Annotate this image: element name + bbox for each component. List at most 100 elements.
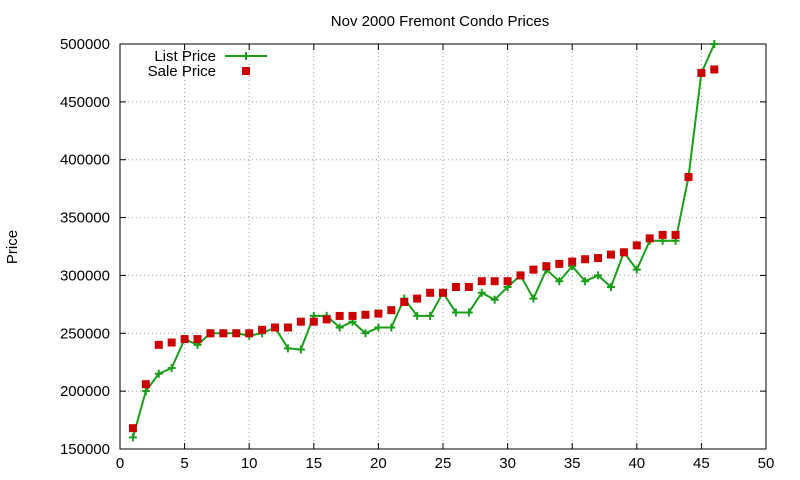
sale-price-point: [697, 68, 706, 77]
y-tick-label: 350000: [60, 210, 110, 227]
legend-square-mark: [242, 67, 250, 75]
y-tick-label: 250000: [60, 325, 110, 342]
axis-ticks: 0 5 10 15 20 25 30 35 40 45 50 150000 200000 250000 30…: [60, 36, 774, 472]
sale-price-point: [594, 254, 603, 263]
x-tick-label: 20: [370, 455, 387, 472]
sale-price-point: [439, 288, 447, 297]
sale-price-point: [296, 317, 305, 326]
list-price-point: [426, 311, 435, 320]
list-price-point: [374, 323, 383, 332]
sale-price-point: [555, 259, 564, 268]
sale-price-point: [658, 230, 667, 239]
sale-price-point: [128, 424, 137, 433]
x-tick-label: 30: [499, 455, 516, 472]
chart-title: Nov 2000 Fremont Condo Prices: [331, 13, 549, 30]
grid-lines: [120, 44, 766, 449]
list-price-point: [606, 283, 615, 291]
x-tick-label: 35: [564, 455, 581, 472]
sale-price-point: [503, 277, 512, 286]
sale-price-point: [632, 241, 641, 250]
sale-price-point: [271, 323, 280, 332]
list-price-line: [131, 43, 716, 438]
sale-price-point: [606, 250, 615, 259]
sale-price-point: [245, 329, 254, 338]
x-tick-label: 25: [435, 455, 452, 472]
sale-price-point: [568, 257, 577, 266]
list-price-point: [529, 294, 538, 303]
list-price-point: [490, 295, 499, 304]
sale-price-point: [581, 255, 590, 264]
sale-price-point: [322, 315, 331, 324]
y-tick-label: 450000: [60, 94, 110, 111]
list-price-point: [477, 288, 486, 297]
sale-price-point: [206, 329, 215, 338]
list-price-point: [361, 329, 370, 338]
sale-price-point: [335, 311, 344, 320]
legend-label-sale-price: Sale Price: [148, 63, 216, 80]
sale-price-point: [426, 288, 435, 297]
legend: List Price Sale Price: [148, 48, 267, 80]
sale-price-point: [309, 317, 318, 326]
sale-price-point: [167, 338, 176, 347]
sale-price-point: [141, 380, 150, 389]
sale-price-point: [684, 173, 693, 182]
sale-price-point: [400, 298, 409, 307]
y-tick-label: 500000: [60, 36, 110, 53]
sale-price-point: [619, 248, 628, 257]
sale-price-point: [193, 335, 202, 344]
list-price-point: [451, 308, 460, 317]
y-tick-label: 300000: [60, 267, 110, 284]
list-price-point: [335, 323, 344, 332]
x-tick-label: 0: [116, 455, 124, 472]
sale-price-point: [387, 306, 396, 315]
y-axis-label: Price: [4, 230, 21, 264]
y-tick-label: 150000: [60, 441, 110, 458]
legend-marker-sale-price: [242, 67, 250, 75]
sale-price-point: [219, 329, 228, 338]
sale-price-point: [451, 283, 460, 291]
list-price-point: [387, 323, 396, 332]
sale-price-point: [361, 310, 370, 319]
sale-price-point: [154, 340, 163, 349]
sale-price-point: [542, 262, 551, 271]
list-price-point: [141, 387, 150, 396]
sale-price-point: [283, 323, 292, 332]
sale-price-point: [710, 65, 719, 74]
list-price-point: [413, 311, 422, 320]
sale-price-point: [180, 335, 189, 344]
x-tick-label: 45: [693, 455, 710, 472]
legend-plus-mark: [242, 52, 250, 60]
list-price-point: [581, 277, 590, 286]
sale-price-point: [374, 309, 383, 318]
list-price-point: [710, 40, 719, 48]
list-price-point: [594, 271, 603, 280]
list-price-point: [296, 345, 305, 354]
sale-price-point: [348, 311, 357, 320]
list-price-point: [128, 433, 137, 442]
series-marks: [128, 40, 719, 442]
sale-price-point: [645, 234, 654, 243]
x-tick-label: 40: [628, 455, 645, 472]
sale-price-point: [413, 294, 422, 303]
sale-price-point: [529, 265, 538, 274]
sale-price-point: [671, 230, 680, 239]
legend-marker-list-price: [242, 52, 250, 60]
plot-frame: [119, 43, 767, 450]
sale-price-point: [464, 283, 473, 291]
legend-label-list-price: List Price: [154, 48, 216, 65]
sale-price-point: [516, 271, 525, 280]
y-tick-label: 400000: [60, 152, 110, 169]
sale-price-point: [258, 325, 267, 334]
list-price-point: [464, 308, 473, 317]
list-price-point: [555, 277, 564, 286]
x-tick-label: 15: [305, 455, 322, 472]
y-tick-label: 200000: [60, 383, 110, 400]
list-price-point: [154, 369, 163, 378]
sale-price-point: [490, 277, 499, 286]
x-tick-label: 10: [241, 455, 258, 472]
list-price-point: [283, 344, 292, 353]
sale-price-point: [232, 329, 241, 338]
x-tick-label: 50: [758, 455, 775, 472]
sale-price-point: [477, 277, 486, 286]
